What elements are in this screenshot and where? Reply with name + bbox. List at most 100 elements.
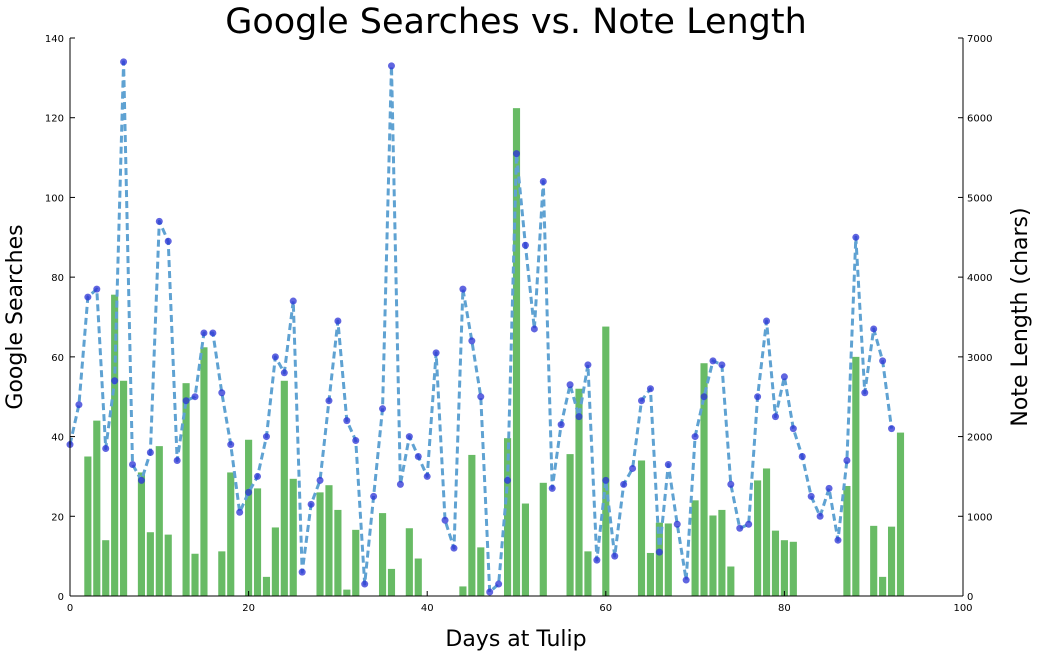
data-point xyxy=(816,512,824,520)
bar xyxy=(754,480,762,596)
bar xyxy=(718,509,726,596)
bar xyxy=(655,522,663,596)
data-point xyxy=(343,417,351,425)
data-point xyxy=(191,393,199,401)
bar xyxy=(218,551,226,596)
data-point xyxy=(638,397,646,405)
data-point xyxy=(432,349,440,357)
data-point xyxy=(530,325,538,333)
bar xyxy=(789,541,797,596)
bar xyxy=(602,326,610,596)
data-point xyxy=(361,580,369,588)
x-tick-label: 100 xyxy=(953,603,972,614)
data-point xyxy=(879,357,887,365)
bar xyxy=(539,482,547,596)
data-point xyxy=(504,476,512,484)
data-point xyxy=(602,476,610,484)
y-left-tick-label: 40 xyxy=(51,433,64,444)
data-point xyxy=(611,552,619,560)
y-right-tick-label: 1000 xyxy=(967,512,992,523)
data-point xyxy=(495,580,503,588)
data-point xyxy=(120,58,128,66)
data-point xyxy=(754,393,762,401)
searches-line xyxy=(68,60,894,594)
bar xyxy=(387,568,396,596)
y-right-tick-label: 5000 xyxy=(967,193,992,204)
bar xyxy=(84,456,92,596)
bar xyxy=(146,532,154,596)
data-point xyxy=(852,233,860,241)
y-right-tick-label: 4000 xyxy=(967,273,992,284)
y-left-tick-label: 0 xyxy=(58,592,64,603)
bar xyxy=(316,492,324,596)
bar xyxy=(334,509,342,596)
x-tick-label: 60 xyxy=(599,603,612,614)
bar xyxy=(637,460,646,596)
bar xyxy=(727,566,735,596)
bar xyxy=(504,438,512,596)
data-point xyxy=(521,241,529,249)
data-point xyxy=(227,441,235,449)
bar xyxy=(575,388,583,596)
data-point xyxy=(843,456,851,464)
data-point xyxy=(584,361,592,369)
data-point xyxy=(468,337,476,345)
y-left-tick-label: 140 xyxy=(45,34,64,45)
data-point xyxy=(513,150,520,158)
data-point xyxy=(566,381,574,389)
data-point xyxy=(75,401,83,409)
data-point xyxy=(709,357,717,365)
data-point xyxy=(593,556,601,564)
y-right-tick-label: 2000 xyxy=(967,433,992,444)
bar xyxy=(191,553,199,596)
data-point xyxy=(396,480,404,488)
data-point xyxy=(298,568,306,576)
data-point xyxy=(209,329,217,337)
bar xyxy=(111,294,119,596)
data-point xyxy=(254,472,262,480)
x-tick-label: 20 xyxy=(242,603,255,614)
data-point xyxy=(870,325,878,333)
data-point xyxy=(441,516,449,524)
data-point xyxy=(164,237,172,245)
data-point xyxy=(218,389,226,397)
bar xyxy=(646,552,655,596)
bar xyxy=(664,523,672,596)
y-left-axis-title: Google Searches xyxy=(3,224,28,409)
data-point xyxy=(888,425,896,433)
data-point xyxy=(736,524,744,532)
axes xyxy=(69,37,964,597)
data-point xyxy=(664,460,672,468)
tick-labels: 0 20 40 60 80 1000204060801001201400100020003… xyxy=(45,34,993,614)
bar xyxy=(155,446,163,596)
bar xyxy=(521,503,529,596)
y-left-tick-label: 20 xyxy=(51,512,64,523)
data-point xyxy=(423,472,431,480)
data-point xyxy=(387,62,395,70)
bar xyxy=(280,380,288,596)
bar xyxy=(325,485,333,596)
chart-title: Google Searches vs. Note Length xyxy=(225,2,807,42)
bar xyxy=(414,558,422,596)
data-point xyxy=(352,437,360,445)
y-right-axis-title: Note Length (chars) xyxy=(1008,207,1033,426)
data-point xyxy=(477,393,485,401)
data-point xyxy=(307,500,315,508)
bar xyxy=(584,551,592,596)
data-point xyxy=(334,317,342,325)
data-point xyxy=(200,329,208,337)
y-left-tick-label: 80 xyxy=(51,273,64,284)
data-point xyxy=(280,369,288,377)
y-right-tick-label: 7000 xyxy=(967,34,992,45)
bar xyxy=(691,500,699,596)
bar xyxy=(879,576,887,596)
bar xyxy=(405,528,413,596)
data-point xyxy=(173,456,181,464)
data-point xyxy=(834,536,842,544)
data-point xyxy=(718,361,726,369)
data-point xyxy=(825,484,833,492)
data-point xyxy=(93,285,101,293)
bar xyxy=(253,488,262,596)
bar xyxy=(709,515,717,596)
data-point xyxy=(236,508,244,516)
